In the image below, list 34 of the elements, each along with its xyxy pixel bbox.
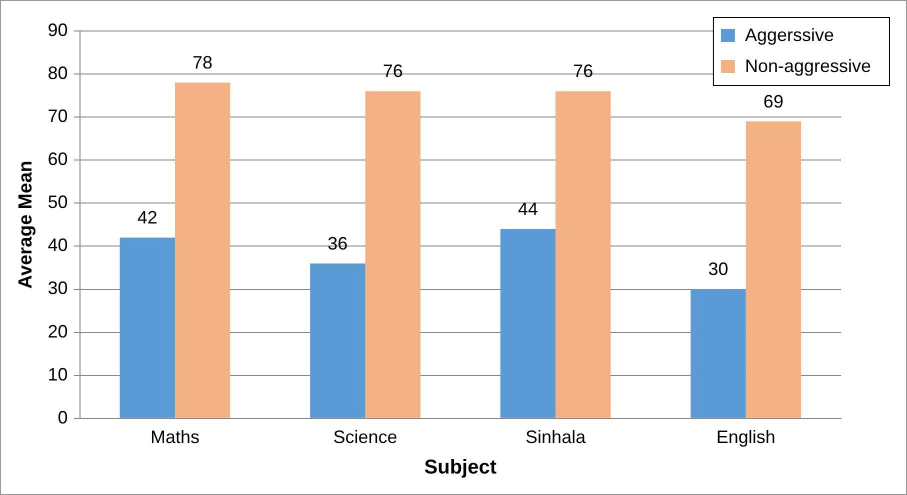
- data-label: 69: [763, 91, 784, 112]
- y-tick-label: 80: [48, 63, 68, 84]
- legend-label: Non-aggressive: [744, 56, 871, 76]
- y-axis-title: Average Mean: [16, 160, 37, 289]
- bar: [174, 82, 230, 418]
- bar: [690, 289, 746, 418]
- data-label: 36: [328, 233, 348, 254]
- data-label: 78: [192, 52, 213, 73]
- bar: [746, 121, 802, 418]
- x-tick-label: English: [716, 427, 776, 448]
- y-tick-label: 20: [48, 321, 68, 342]
- data-label: 42: [137, 208, 158, 228]
- y-tick-label: 40: [48, 235, 68, 256]
- y-tick-label: 60: [48, 149, 68, 170]
- x-tick-label: Sinhala: [526, 427, 587, 448]
- x-axis-title: Subject: [424, 456, 497, 479]
- bar: [365, 91, 420, 418]
- data-label: 44: [518, 198, 538, 219]
- bar: [556, 91, 611, 418]
- y-tick-label: 90: [48, 20, 68, 40]
- y-tick-label: 30: [48, 278, 68, 298]
- x-tick-label: Maths: [150, 427, 200, 448]
- bar: [310, 263, 366, 418]
- data-label: 30: [708, 259, 728, 280]
- x-tick-label: Science: [333, 427, 398, 448]
- legend-label: Aggerssive: [744, 24, 834, 45]
- data-label: 76: [382, 61, 403, 82]
- data-label: 76: [573, 61, 594, 82]
- y-tick-label: 10: [48, 364, 68, 384]
- y-tick-label: 70: [48, 106, 68, 126]
- bar: [120, 238, 175, 418]
- y-tick-label: 0: [58, 407, 68, 428]
- bar: [500, 229, 556, 418]
- y-tick-label: 50: [48, 192, 68, 212]
